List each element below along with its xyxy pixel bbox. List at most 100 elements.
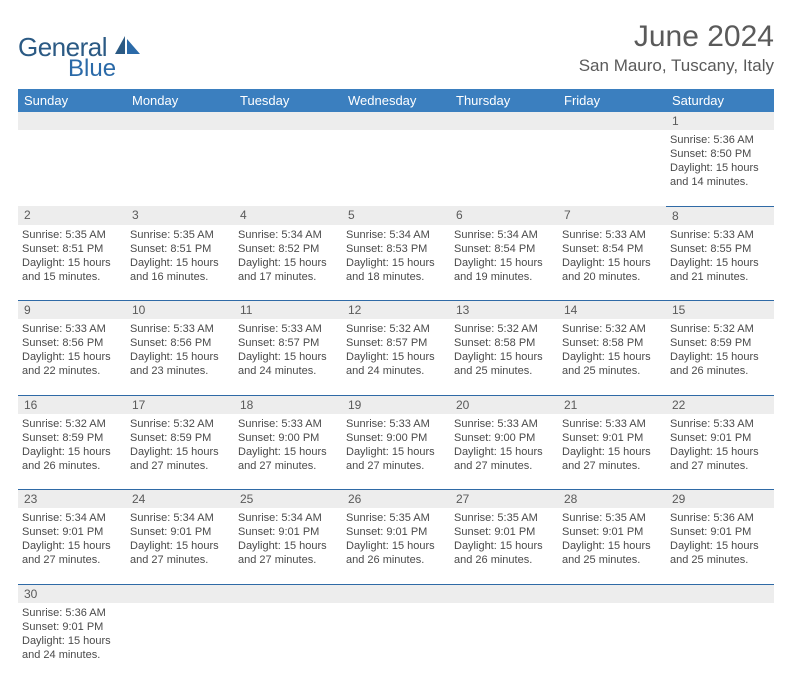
day-details: Sunrise: 5:33 AMSunset: 8:54 PMDaylight:… [562,228,662,284]
day-cell: Sunrise: 5:35 AMSunset: 8:51 PMDaylight:… [18,225,126,301]
day-number-cell: 20 [450,395,558,414]
day-cell: Sunrise: 5:33 AMSunset: 8:57 PMDaylight:… [234,319,342,395]
day-details: Sunrise: 5:33 AMSunset: 9:00 PMDaylight:… [454,417,554,473]
day-cell: Sunrise: 5:33 AMSunset: 8:56 PMDaylight:… [126,319,234,395]
day-number-cell: 22 [666,395,774,414]
day-details: Sunrise: 5:33 AMSunset: 8:56 PMDaylight:… [22,322,122,378]
day-number-cell: 21 [558,395,666,414]
day-cell: Sunrise: 5:35 AMSunset: 8:51 PMDaylight:… [126,225,234,301]
day-number-cell: 1 [666,112,774,130]
day-cell [558,603,666,679]
daynum-row: 9101112131415 [18,301,774,320]
day-number-cell [234,112,342,130]
day-number-cell [558,112,666,130]
day-details: Sunrise: 5:34 AMSunset: 8:52 PMDaylight:… [238,228,338,284]
day-number-cell: 10 [126,301,234,320]
daynum-row: 1 [18,112,774,130]
day-details: Sunrise: 5:36 AMSunset: 9:01 PMDaylight:… [22,606,122,662]
day-details: Sunrise: 5:34 AMSunset: 9:01 PMDaylight:… [130,511,230,567]
day-details: Sunrise: 5:32 AMSunset: 8:58 PMDaylight:… [562,322,662,378]
day-number-cell [18,112,126,130]
day-number-cell [558,584,666,603]
daynum-row: 30 [18,584,774,603]
day-cell: Sunrise: 5:33 AMSunset: 8:54 PMDaylight:… [558,225,666,301]
day-header: Tuesday [234,89,342,112]
day-cell: Sunrise: 5:34 AMSunset: 8:54 PMDaylight:… [450,225,558,301]
day-cell: Sunrise: 5:36 AMSunset: 9:01 PMDaylight:… [666,508,774,584]
day-number-cell: 30 [18,584,126,603]
day-cell [666,603,774,679]
day-cell: Sunrise: 5:32 AMSunset: 8:59 PMDaylight:… [666,319,774,395]
day-details: Sunrise: 5:32 AMSunset: 8:57 PMDaylight:… [346,322,446,378]
day-number-cell: 12 [342,301,450,320]
week-row: Sunrise: 5:35 AMSunset: 8:51 PMDaylight:… [18,225,774,301]
day-number-cell: 15 [666,301,774,320]
week-row: Sunrise: 5:34 AMSunset: 9:01 PMDaylight:… [18,508,774,584]
day-number-cell [450,112,558,130]
day-cell: Sunrise: 5:32 AMSunset: 8:59 PMDaylight:… [126,414,234,490]
brand-text-2: Blue [68,55,116,83]
day-number-cell: 6 [450,206,558,225]
day-number-cell: 27 [450,490,558,509]
day-header: Wednesday [342,89,450,112]
day-cell: Sunrise: 5:35 AMSunset: 9:01 PMDaylight:… [558,508,666,584]
day-details: Sunrise: 5:34 AMSunset: 9:01 PMDaylight:… [22,511,122,567]
day-number-cell [126,584,234,603]
day-cell: Sunrise: 5:33 AMSunset: 9:01 PMDaylight:… [666,414,774,490]
day-details: Sunrise: 5:36 AMSunset: 9:01 PMDaylight:… [670,511,770,567]
week-row: Sunrise: 5:33 AMSunset: 8:56 PMDaylight:… [18,319,774,395]
day-header: Friday [558,89,666,112]
daynum-row: 16171819202122 [18,395,774,414]
day-cell: Sunrise: 5:34 AMSunset: 9:01 PMDaylight:… [126,508,234,584]
title-block: June 2024 San Mauro, Tuscany, Italy [579,20,774,76]
day-cell [558,130,666,206]
day-cell: Sunrise: 5:34 AMSunset: 9:01 PMDaylight:… [234,508,342,584]
day-cell [450,603,558,679]
week-row: Sunrise: 5:36 AMSunset: 8:50 PMDaylight:… [18,130,774,206]
day-details: Sunrise: 5:35 AMSunset: 9:01 PMDaylight:… [454,511,554,567]
day-details: Sunrise: 5:35 AMSunset: 9:01 PMDaylight:… [562,511,662,567]
day-cell: Sunrise: 5:32 AMSunset: 8:58 PMDaylight:… [450,319,558,395]
day-cell: Sunrise: 5:33 AMSunset: 8:56 PMDaylight:… [18,319,126,395]
day-details: Sunrise: 5:33 AMSunset: 9:00 PMDaylight:… [238,417,338,473]
day-header: Sunday [18,89,126,112]
day-details: Sunrise: 5:33 AMSunset: 8:57 PMDaylight:… [238,322,338,378]
day-cell: Sunrise: 5:32 AMSunset: 8:59 PMDaylight:… [18,414,126,490]
day-cell: Sunrise: 5:33 AMSunset: 9:00 PMDaylight:… [342,414,450,490]
day-number-cell: 23 [18,490,126,509]
sail-icon [115,36,141,56]
day-header: Saturday [666,89,774,112]
day-cell: Sunrise: 5:36 AMSunset: 8:50 PMDaylight:… [666,130,774,206]
day-number-cell: 24 [126,490,234,509]
day-header: Monday [126,89,234,112]
day-number-cell: 17 [126,395,234,414]
day-cell [450,130,558,206]
day-details: Sunrise: 5:33 AMSunset: 8:56 PMDaylight:… [130,322,230,378]
day-details: Sunrise: 5:35 AMSunset: 9:01 PMDaylight:… [346,511,446,567]
day-details: Sunrise: 5:33 AMSunset: 9:01 PMDaylight:… [562,417,662,473]
day-cell [234,603,342,679]
day-cell: Sunrise: 5:35 AMSunset: 9:01 PMDaylight:… [450,508,558,584]
day-cell [234,130,342,206]
day-details: Sunrise: 5:36 AMSunset: 8:50 PMDaylight:… [670,133,770,189]
day-number-cell: 7 [558,206,666,225]
day-number-cell: 25 [234,490,342,509]
day-number-cell: 26 [342,490,450,509]
day-details: Sunrise: 5:32 AMSunset: 8:59 PMDaylight:… [130,417,230,473]
brand-logo: General Blue [18,20,141,83]
day-number-cell: 3 [126,206,234,225]
daynum-row: 2345678 [18,206,774,225]
day-number-cell: 5 [342,206,450,225]
week-row: Sunrise: 5:36 AMSunset: 9:01 PMDaylight:… [18,603,774,679]
day-cell: Sunrise: 5:34 AMSunset: 9:01 PMDaylight:… [18,508,126,584]
day-cell: Sunrise: 5:34 AMSunset: 8:53 PMDaylight:… [342,225,450,301]
day-number-cell [342,584,450,603]
day-number-cell: 14 [558,301,666,320]
day-details: Sunrise: 5:34 AMSunset: 9:01 PMDaylight:… [238,511,338,567]
location-subtitle: San Mauro, Tuscany, Italy [579,56,774,76]
day-number-cell [234,584,342,603]
day-details: Sunrise: 5:32 AMSunset: 8:59 PMDaylight:… [670,322,770,378]
day-details: Sunrise: 5:33 AMSunset: 9:00 PMDaylight:… [346,417,446,473]
day-details: Sunrise: 5:33 AMSunset: 9:01 PMDaylight:… [670,417,770,473]
day-cell: Sunrise: 5:34 AMSunset: 8:52 PMDaylight:… [234,225,342,301]
